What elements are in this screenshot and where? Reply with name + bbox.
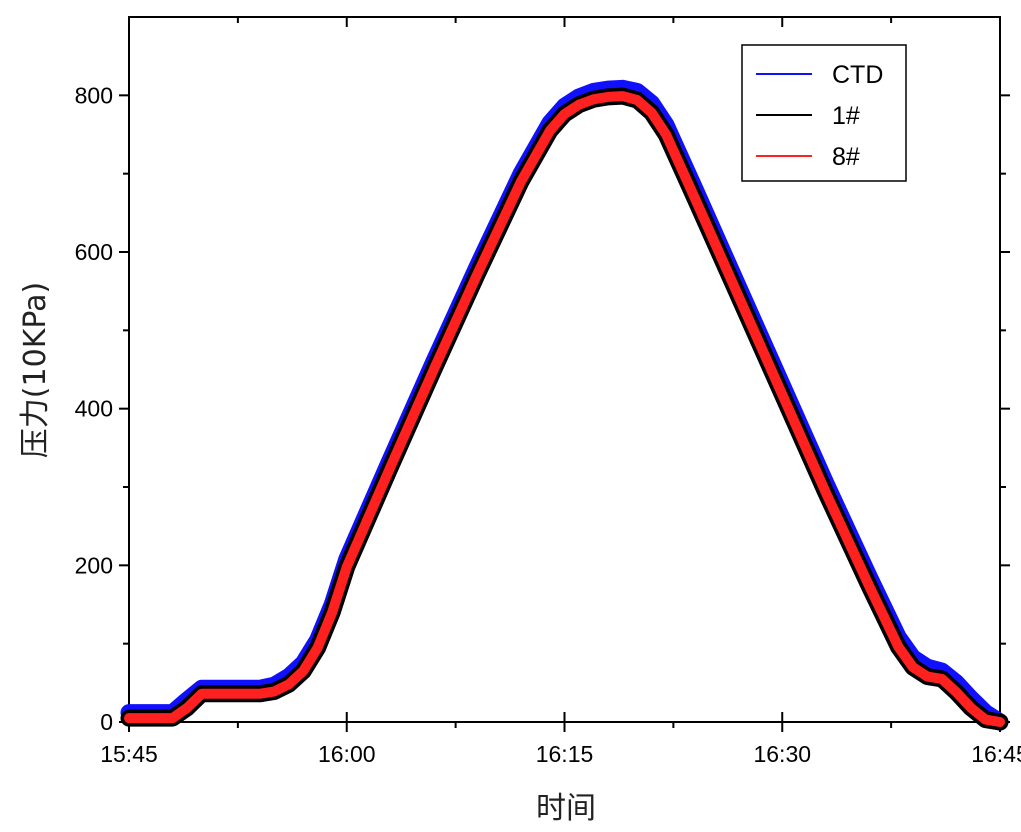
legend-box xyxy=(741,44,907,182)
x-axis-title: 时间 xyxy=(536,791,596,826)
x-tick-label-0: 15:45 xyxy=(100,741,158,767)
y-tick-label-2: 400 xyxy=(75,396,113,422)
x-tick-label-4: 16:45 xyxy=(971,741,1021,767)
x-tick-label-2: 16:15 xyxy=(536,741,594,767)
legend-label-8: 8# xyxy=(832,143,860,171)
series-layer xyxy=(120,79,1009,731)
y-tick-label-3: 600 xyxy=(75,239,113,265)
series-line-1 xyxy=(120,87,1009,731)
series-line-0 xyxy=(120,79,1009,731)
x-tick-label-3: 16:30 xyxy=(753,741,811,767)
y-tick-label-4: 800 xyxy=(75,82,113,108)
legend: CTD 1# 8# xyxy=(741,44,907,182)
series-line-2 xyxy=(124,91,1005,727)
legend-label-1: 1# xyxy=(832,102,860,130)
y-tick-label-0: 0 xyxy=(100,709,113,735)
axis-tick-labels: 15:45 16:00 16:15 16:30 16:45 0 200 400 600 800 xyxy=(75,82,1021,767)
y-axis-title: 压力(10KPa) xyxy=(18,282,53,458)
y-tick-label-1: 200 xyxy=(75,552,113,578)
x-tick-label-1: 16:00 xyxy=(318,741,376,767)
legend-label-ctd: CTD xyxy=(832,61,883,89)
